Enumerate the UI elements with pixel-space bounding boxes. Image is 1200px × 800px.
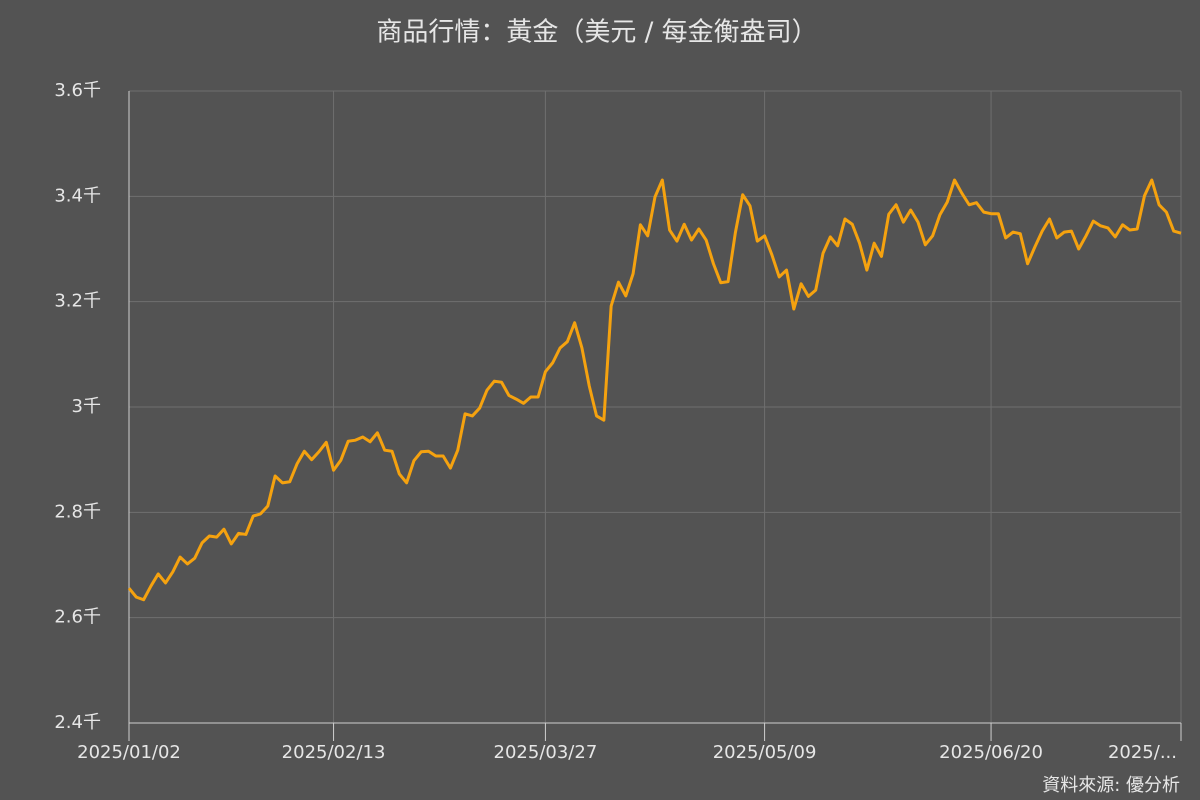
y-tick-label: 3.2千 bbox=[54, 291, 101, 312]
y-tick-label: 2.4千 bbox=[54, 712, 101, 733]
chart-title: 商品行情：黃金（美元 / 每金衡盎司） bbox=[376, 18, 817, 48]
price-line bbox=[127, 178, 1182, 602]
x-tick-label: 2025/01/02 bbox=[77, 742, 181, 763]
y-tick-label: 3.4千 bbox=[54, 185, 101, 206]
x-tick-label: 2025/06/20 bbox=[939, 742, 1043, 763]
x-tick-label: 2025/05/09 bbox=[713, 742, 817, 763]
source-note: 資料來源: 優分析 bbox=[1042, 775, 1180, 796]
x-tick-label: 2025/02/13 bbox=[282, 742, 386, 763]
y-tick-label: 2.8千 bbox=[54, 501, 101, 522]
y-tick-label: 3.6千 bbox=[54, 80, 101, 101]
y-tick-label: 3千 bbox=[72, 396, 101, 417]
x-tick-label: 2025/03/27 bbox=[494, 742, 598, 763]
y-tick-label: 2.6千 bbox=[54, 607, 101, 628]
x-tick-label: 2025/... bbox=[1108, 742, 1177, 763]
